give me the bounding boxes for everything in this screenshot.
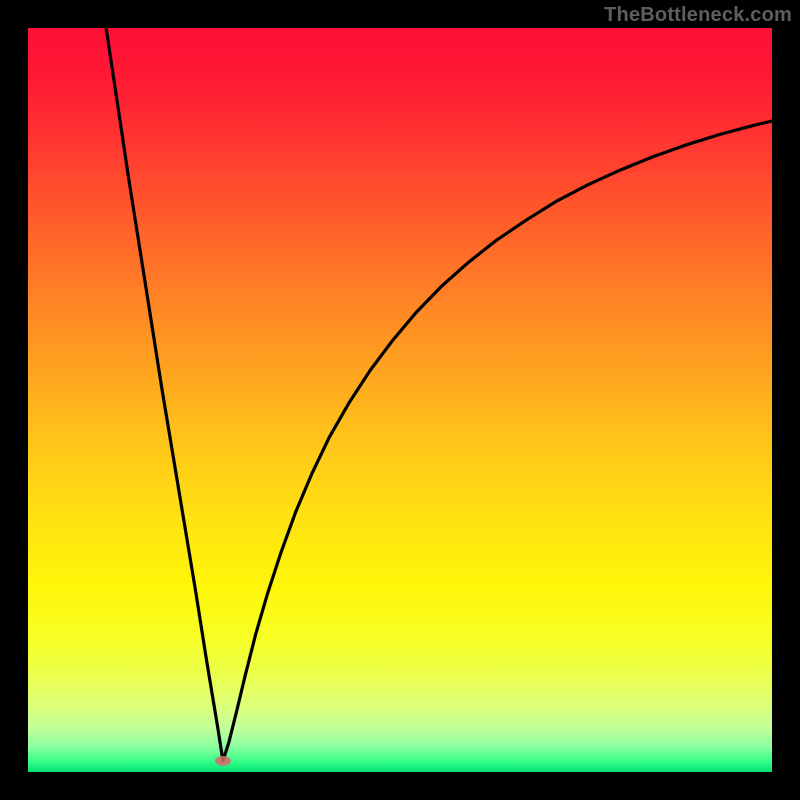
chart-background-gradient bbox=[28, 28, 772, 772]
optimal-point-marker bbox=[215, 756, 231, 766]
bottleneck-chart bbox=[0, 0, 800, 800]
frame-bottom bbox=[0, 772, 800, 800]
watermark-text: TheBottleneck.com bbox=[604, 4, 792, 27]
frame-left bbox=[0, 0, 28, 800]
frame-right bbox=[772, 0, 800, 800]
